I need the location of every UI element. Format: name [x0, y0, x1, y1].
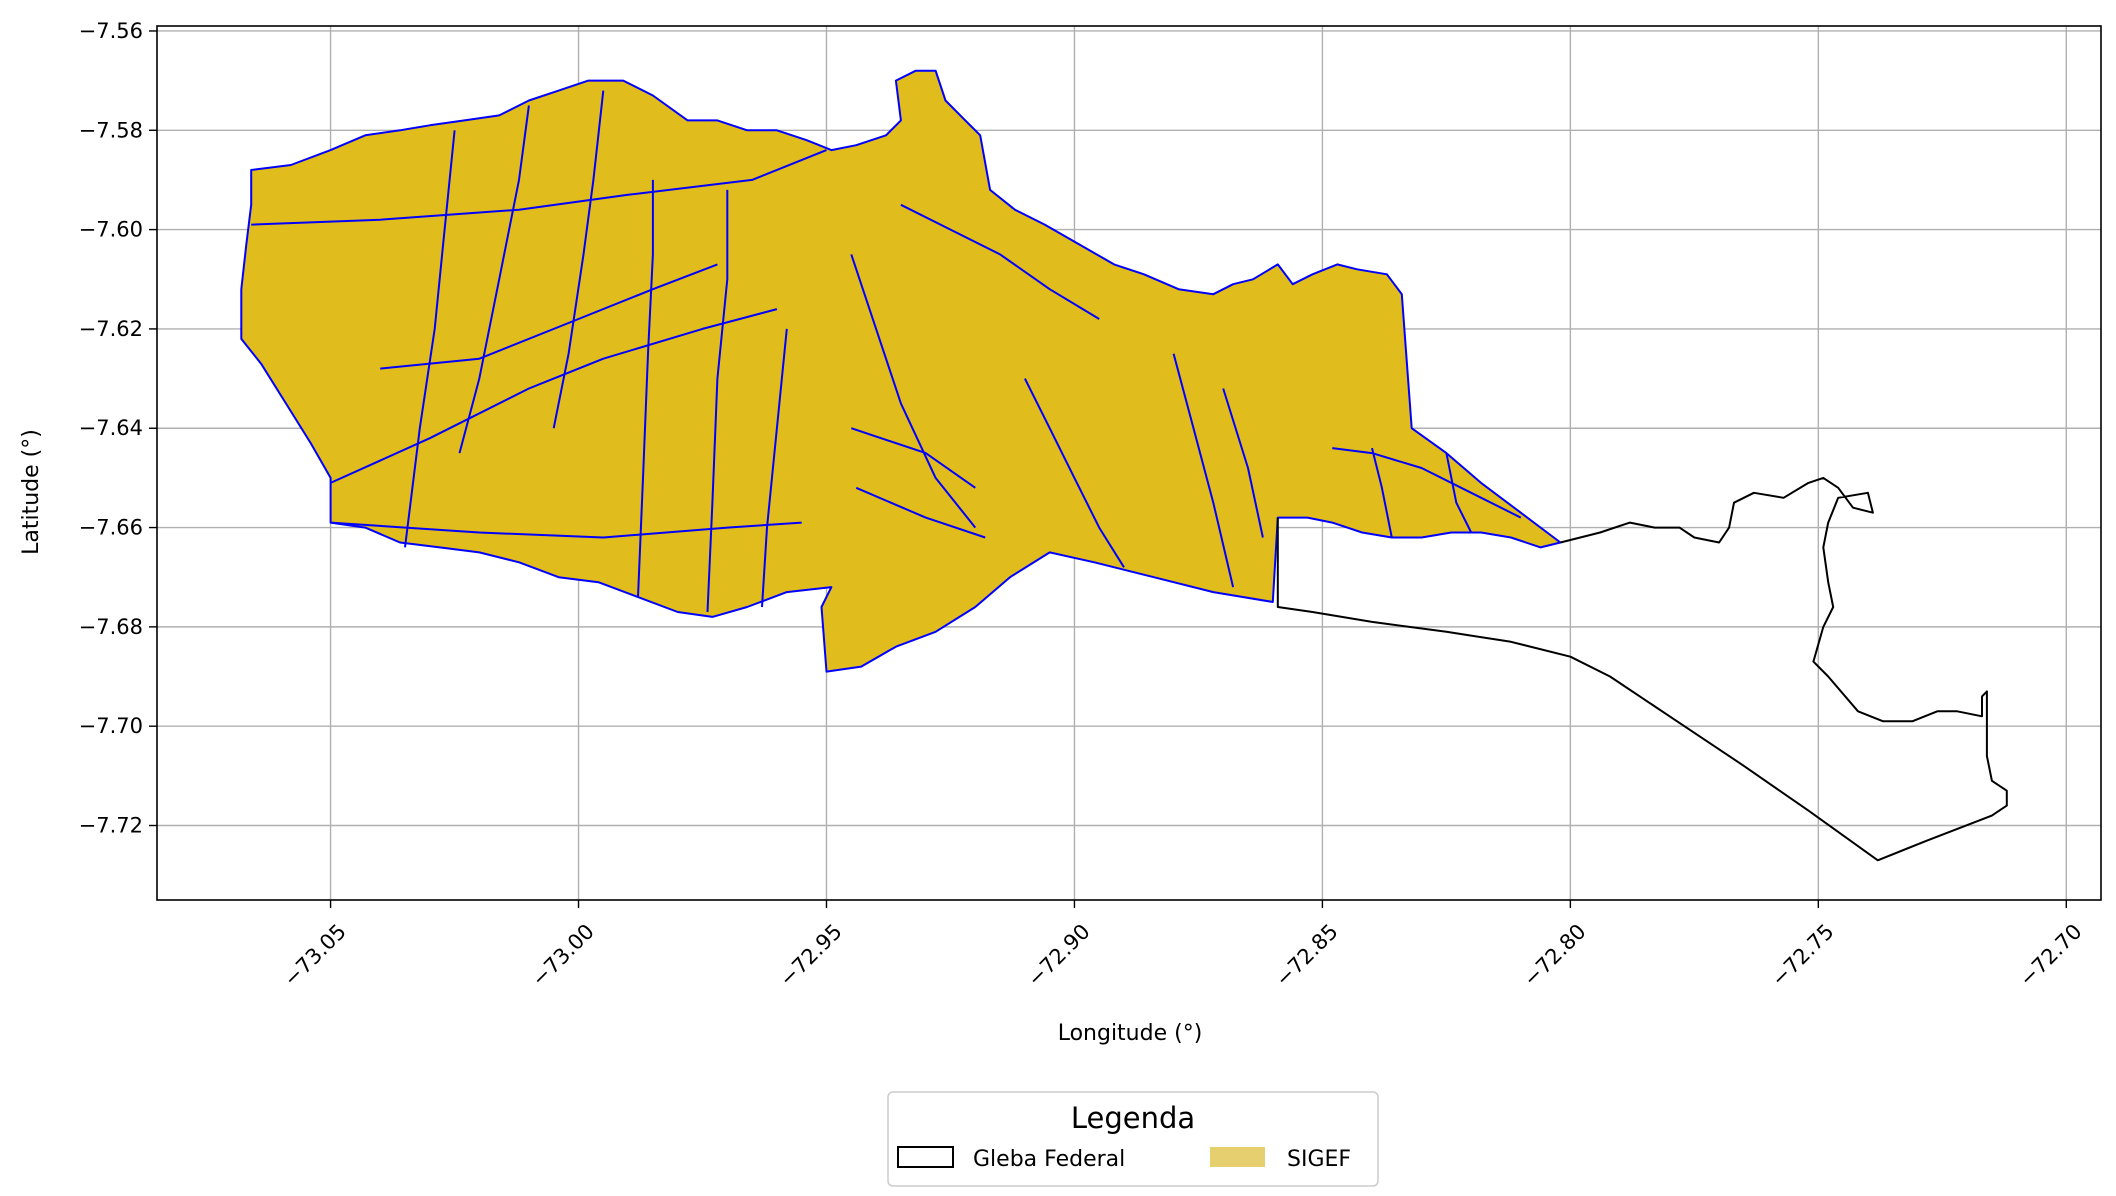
sigef-parcel-boundary — [330, 308, 778, 484]
y-tick-label: −7.66 — [79, 516, 143, 540]
legend-label-gleba-federal: Gleba Federal — [973, 1147, 1125, 1172]
x-axis-label: Longitude (°) — [1058, 1021, 1203, 1046]
y-tick-label: −7.58 — [79, 118, 143, 142]
sigef-parcel-boundary — [637, 179, 654, 598]
y-tick-label: −7.60 — [79, 218, 143, 242]
sigef-parcel-boundary — [552, 90, 605, 429]
legend-swatch-sigef — [1210, 1147, 1265, 1167]
gleba-federal-layer — [1276, 476, 2008, 862]
sigef-parcel-boundary — [855, 486, 986, 539]
y-axis-label: Latitude (°) — [19, 429, 44, 555]
y-tick-label: −7.56 — [79, 19, 143, 43]
sigef-parcel-boundary — [1371, 447, 1393, 538]
legend: Legenda Gleba Federal SIGEF — [887, 1091, 1379, 1187]
y-tick-label: −7.70 — [79, 714, 143, 738]
sigef-area — [240, 69, 1562, 673]
gleba-federal-boundary — [1276, 476, 2008, 862]
sigef-parcel-boundary — [900, 203, 1100, 320]
sigef-parcel-boundary — [850, 427, 976, 489]
sigef-parcel-boundary — [850, 254, 977, 529]
y-tick-label: −7.72 — [79, 814, 143, 838]
axes-frame — [156, 25, 2102, 901]
sigef-parcel-boundary — [1024, 378, 1125, 568]
y-tick-label: −7.68 — [79, 615, 143, 639]
sigef-parcel-boundary — [330, 521, 802, 539]
sigef-parcel-boundary — [251, 149, 827, 226]
legend-swatch-gleba-federal — [897, 1146, 954, 1168]
sigef-parcel-boundary — [1172, 353, 1235, 588]
legend-title: Legenda — [1071, 1101, 1195, 1135]
legend-label-sigef: SIGEF — [1287, 1147, 1351, 1172]
sigef-parcel-boundary — [458, 105, 530, 454]
sigef-layer — [240, 69, 1562, 673]
sigef-parcel-boundary — [1332, 447, 1522, 519]
sigef-parcel-boundary — [1222, 388, 1264, 538]
sigef-parcel-boundary — [706, 189, 729, 613]
y-tick-label: −7.62 — [79, 317, 143, 341]
y-tick-label: −7.64 — [79, 416, 143, 440]
sigef-parcel-boundary — [404, 130, 456, 548]
sigef-parcel-boundary — [1445, 452, 1473, 533]
sigef-parcel-boundary — [761, 328, 788, 608]
sigef-parcel-boundary — [380, 263, 718, 370]
